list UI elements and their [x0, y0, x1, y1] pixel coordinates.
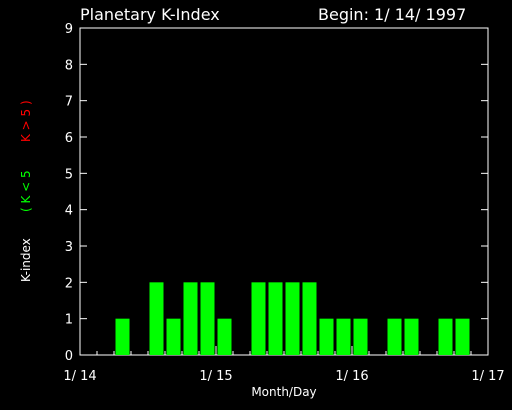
bar	[387, 318, 402, 355]
y-tick-label: 9	[65, 22, 73, 37]
x-ticks-group: 1/ 14 1/ 15 1/ 16 1/ 17	[63, 346, 505, 384]
x-tick-label: 1/ 15	[199, 369, 232, 384]
bar	[336, 318, 351, 355]
bar	[183, 282, 198, 355]
bar	[149, 282, 164, 355]
y-tick-label: 8	[65, 58, 73, 73]
y-tick-label: 0	[65, 349, 73, 364]
y-tick-label: 5	[65, 167, 73, 182]
x-tick-label: 1/ 14	[63, 369, 96, 384]
y-ticks-group: 0 1 2 3 4 5 6 7 8 9	[65, 22, 488, 364]
chart-title: Planetary K-Index	[80, 5, 220, 24]
bar	[217, 318, 232, 355]
y-tick-label: 4	[65, 204, 73, 219]
bar	[166, 318, 181, 355]
bar	[455, 318, 470, 355]
bars-group	[115, 282, 470, 355]
bar	[404, 318, 419, 355]
x-axis-label: Month/Day	[251, 385, 316, 399]
begin-date: Begin: 1/ 14/ 1997	[318, 5, 466, 24]
bar	[200, 282, 215, 355]
bar	[115, 318, 130, 355]
y-tick-label: 3	[65, 240, 73, 255]
y-tick-label: 7	[65, 95, 73, 110]
bar	[268, 282, 283, 355]
bar	[438, 318, 453, 355]
y-axis-label: K-index	[19, 238, 33, 282]
legend-high: K > 5 )	[19, 100, 33, 142]
y-tick-label: 6	[65, 131, 73, 146]
bar	[251, 282, 266, 355]
y-tick-label: 2	[65, 276, 73, 291]
y-tick-label: 1	[65, 313, 73, 328]
bar	[353, 318, 368, 355]
bar	[285, 282, 300, 355]
x-tick-label: 1/ 17	[471, 369, 504, 384]
bar	[302, 282, 317, 355]
x-tick-label: 1/ 16	[335, 369, 368, 384]
bar	[319, 318, 334, 355]
legend-low: ( K < 5	[19, 170, 33, 212]
y-axis-label-group: K-index ( K < 5 K > 5 )	[19, 100, 33, 282]
